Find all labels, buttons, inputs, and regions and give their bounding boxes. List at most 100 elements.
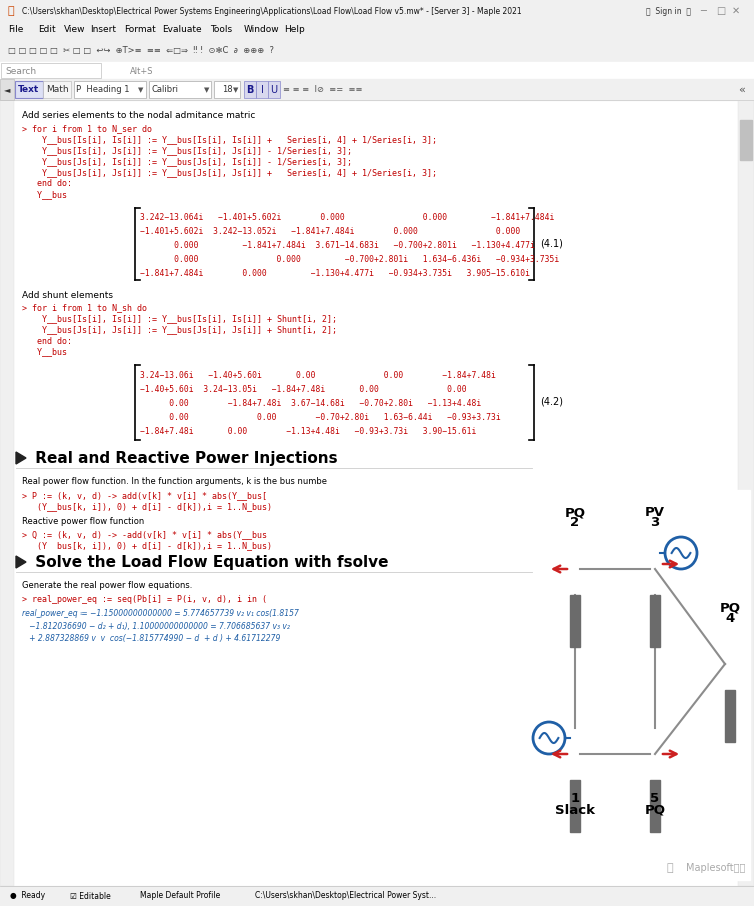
Text: Math: Math [46, 85, 69, 94]
Bar [268, 81, 280, 98]
Text: −1.841+7.484i        0.000         −1.130+4.477i   −0.934+3.735i   3.905−15.610i: −1.841+7.484i 0.000 −1.130+4.477i −0.934… [140, 269, 530, 278]
Text: (Y  bus[k, i]), 0) + d[i] - d[k]),i = 1..N_bus): (Y bus[k, i]), 0) + d[i] - d[k]),i = 1..… [22, 542, 272, 551]
Text: 0.00              0.00        −0.70+2.80i   1.63−6.44i   −0.93+3.73i: 0.00 0.00 −0.70+2.80i 1.63−6.44i −0.93+3… [140, 412, 501, 421]
Text: View: View [64, 25, 85, 34]
Text: Search: Search [5, 66, 36, 75]
Bar [1, 63, 101, 78]
Text: «: « [739, 85, 746, 95]
Bar [0, 100, 14, 886]
Bar [0, 79, 754, 100]
Text: 🍁: 🍁 [8, 6, 14, 16]
Text: Format: Format [124, 25, 156, 34]
Text: ●  Ready: ● Ready [10, 892, 45, 901]
Text: Reactive power flow function: Reactive power flow function [22, 517, 144, 526]
Text: (4.2): (4.2) [540, 397, 563, 407]
Text: −1.812036690 − d₂ + d₁), 1.10000000000000 = 7.706685637 v₃ v₂: −1.812036690 − d₂ + d₁), 1.1000000000000… [22, 622, 290, 631]
Text: (4.1): (4.1) [540, 239, 563, 249]
Text: 4: 4 [725, 612, 734, 624]
Bar [0, 0, 754, 21]
Text: U: U [271, 85, 277, 95]
Text: ☑ Editable: ☑ Editable [70, 892, 111, 901]
Text: > P := (k, v, d) -> add(v[k] * v[i] * abs(Y__bus[: > P := (k, v, d) -> add(v[k] * v[i] * ab… [22, 491, 267, 500]
Text: ✕: ✕ [732, 6, 740, 16]
Text: Maplesoft公司: Maplesoft公司 [685, 863, 745, 873]
Bar [738, 100, 754, 886]
Text: B: B [247, 85, 253, 95]
Text: Tools: Tools [210, 25, 232, 34]
Bar [650, 595, 660, 647]
Bar [530, 490, 750, 880]
Text: Alt+S: Alt+S [130, 66, 154, 75]
Bar [15, 81, 43, 98]
Text: Help: Help [284, 25, 305, 34]
Text: > for i from 1 to N_ser do: > for i from 1 to N_ser do [22, 124, 152, 133]
Text: Solve the Load Flow Equation with fsolve: Solve the Load Flow Equation with fsolve [30, 554, 388, 570]
Bar [256, 81, 268, 98]
Text: ◄: ◄ [4, 85, 11, 94]
Bar [43, 81, 71, 98]
Text: PQ: PQ [565, 506, 586, 519]
Bar [0, 886, 754, 906]
Bar [0, 21, 754, 38]
Text: PQ: PQ [645, 804, 666, 816]
Bar [0, 79, 14, 100]
Text: Y__bus[Is[i], Is[i]] := Y__bus[Is[i], Is[i]] + Shunt[i, 2];: Y__bus[Is[i], Is[i]] := Y__bus[Is[i], Is… [22, 314, 337, 323]
Text: Edit: Edit [38, 25, 56, 34]
Text: 1: 1 [571, 792, 580, 805]
Bar [570, 780, 580, 832]
Text: Calibri: Calibri [151, 85, 178, 94]
Text: Y__bus[Js[i], Js[i]] := Y__bus[Js[i], Js[i]] +   Series[i, 4] + 1/Series[i, 3];: Y__bus[Js[i], Js[i]] := Y__bus[Js[i], Js… [22, 169, 437, 178]
Text: Generate the real power flow equations.: Generate the real power flow equations. [22, 582, 192, 591]
Bar [570, 595, 580, 647]
Text: −1.401+5.602i  3.242−13.052i   −1.841+7.484i        0.000                0.000: −1.401+5.602i 3.242−13.052i −1.841+7.484… [140, 227, 520, 236]
Text: > for i from 1 to N_sh do: > for i from 1 to N_sh do [22, 304, 147, 313]
Text: □: □ [716, 6, 725, 16]
Text: 0.00        −1.84+7.48i  3.67−14.68i   −0.70+2.80i   −1.13+4.48i: 0.00 −1.84+7.48i 3.67−14.68i −0.70+2.80i… [140, 399, 481, 408]
Text: ▼: ▼ [138, 87, 144, 93]
Bar [0, 62, 754, 79]
Text: File: File [8, 25, 23, 34]
Bar [650, 780, 660, 832]
Bar [149, 81, 211, 98]
Bar [0, 38, 754, 62]
Text: −1.40+5.60i  3.24−13.05i   −1.84+7.48i       0.00              0.00: −1.40+5.60i 3.24−13.05i −1.84+7.48i 0.00… [140, 384, 467, 393]
Text: Y__bus: Y__bus [22, 348, 67, 356]
Text: Real and Reactive Power Injections: Real and Reactive Power Injections [30, 450, 338, 466]
Text: 🔔  Sign in  👤: 🔔 Sign in 👤 [646, 6, 691, 15]
Text: > real_power_eq := seq(Pb[i] = P(i, v, d), i in (: > real_power_eq := seq(Pb[i] = P(i, v, d… [22, 594, 267, 603]
Bar [214, 81, 240, 98]
Text: PQ: PQ [719, 602, 740, 614]
Polygon shape [16, 556, 26, 568]
Text: Y__bus: Y__bus [22, 190, 67, 199]
Bar [740, 120, 752, 160]
Bar [0, 100, 754, 886]
Text: real_power_eq ≔ −1.15000000000000 = 5.774657739 v₂ v₁ cos(1.8157: real_power_eq ≔ −1.15000000000000 = 5.77… [22, 610, 299, 619]
Text: Maple Default Profile: Maple Default Profile [140, 892, 220, 901]
Text: Y__bus[Js[i], Is[i]] := Y__bus[Js[i], Is[i]] - 1/Series[i, 3];: Y__bus[Js[i], Is[i]] := Y__bus[Js[i], Is… [22, 158, 352, 167]
Text: □ □ □ □ □  ✂ □ □  ↩↪  ⊕T>≡  ≡≡  ⇐□⇒  ‼ !  ⊙✻C  ∂  ⊕⊕⊕  ?: □ □ □ □ □ ✂ □ □ ↩↪ ⊕T>≡ ≡≡ ⇐□⇒ ‼ ! ⊙✻C ∂… [8, 45, 274, 54]
Text: 2: 2 [571, 516, 580, 529]
Text: PV: PV [645, 506, 665, 519]
Text: Y__bus[Is[i], Js[i]] := Y__bus[Is[i], Js[i]] - 1/Series[i, 3];: Y__bus[Is[i], Js[i]] := Y__bus[Is[i], Js… [22, 147, 352, 156]
Text: end do:: end do: [22, 179, 72, 188]
Text: ▼: ▼ [233, 87, 239, 93]
Text: 5: 5 [651, 792, 660, 805]
Polygon shape [16, 452, 26, 464]
Text: Y__bus[Is[i], Is[i]] := Y__bus[Is[i], Is[i]] +   Series[i, 4] + 1/Series[i, 3];: Y__bus[Is[i], Is[i]] := Y__bus[Is[i], Is… [22, 136, 437, 144]
Text: Real power flow function. In the function arguments, k is the bus numbe: Real power flow function. In the functio… [22, 477, 327, 487]
Text: + 2.887328869 v  v  cos(−1.815774990 − d  + d ) + 4.61712279: + 2.887328869 v v cos(−1.815774990 − d +… [22, 633, 280, 642]
Text: 18: 18 [222, 85, 232, 94]
Text: C:\Users\skhan\Desktop\Electrical Power Syst...: C:\Users\skhan\Desktop\Electrical Power … [255, 892, 436, 901]
Text: Add series elements to the nodal admitance matric: Add series elements to the nodal admitan… [22, 111, 256, 120]
Text: Y__bus[Js[i], Js[i]] := Y__bus[Js[i], Js[i]] + Shunt[i, 2];: Y__bus[Js[i], Js[i]] := Y__bus[Js[i], Js… [22, 325, 337, 334]
Text: ─: ─ [700, 6, 706, 16]
Text: 0.000                0.000         −0.700+2.801i   1.634−6.436i   −0.934+3.735i: 0.000 0.000 −0.700+2.801i 1.634−6.436i −… [140, 255, 559, 265]
Text: 3: 3 [651, 516, 660, 529]
Text: Evaluate: Evaluate [162, 25, 201, 34]
Text: P  Heading 1: P Heading 1 [76, 85, 130, 94]
Text: end do:: end do: [22, 336, 72, 345]
Text: I: I [261, 85, 263, 95]
Text: C:\Users\skhan\Desktop\Electrical Power Systems Engineering\Applications\Load Fl: C:\Users\skhan\Desktop\Electrical Power … [22, 6, 522, 15]
Text: ≡ ≡ ≡  I⊘  ≡=  ≡≡: ≡ ≡ ≡ I⊘ ≡= ≡≡ [283, 85, 363, 94]
Text: Text: Text [18, 85, 40, 94]
